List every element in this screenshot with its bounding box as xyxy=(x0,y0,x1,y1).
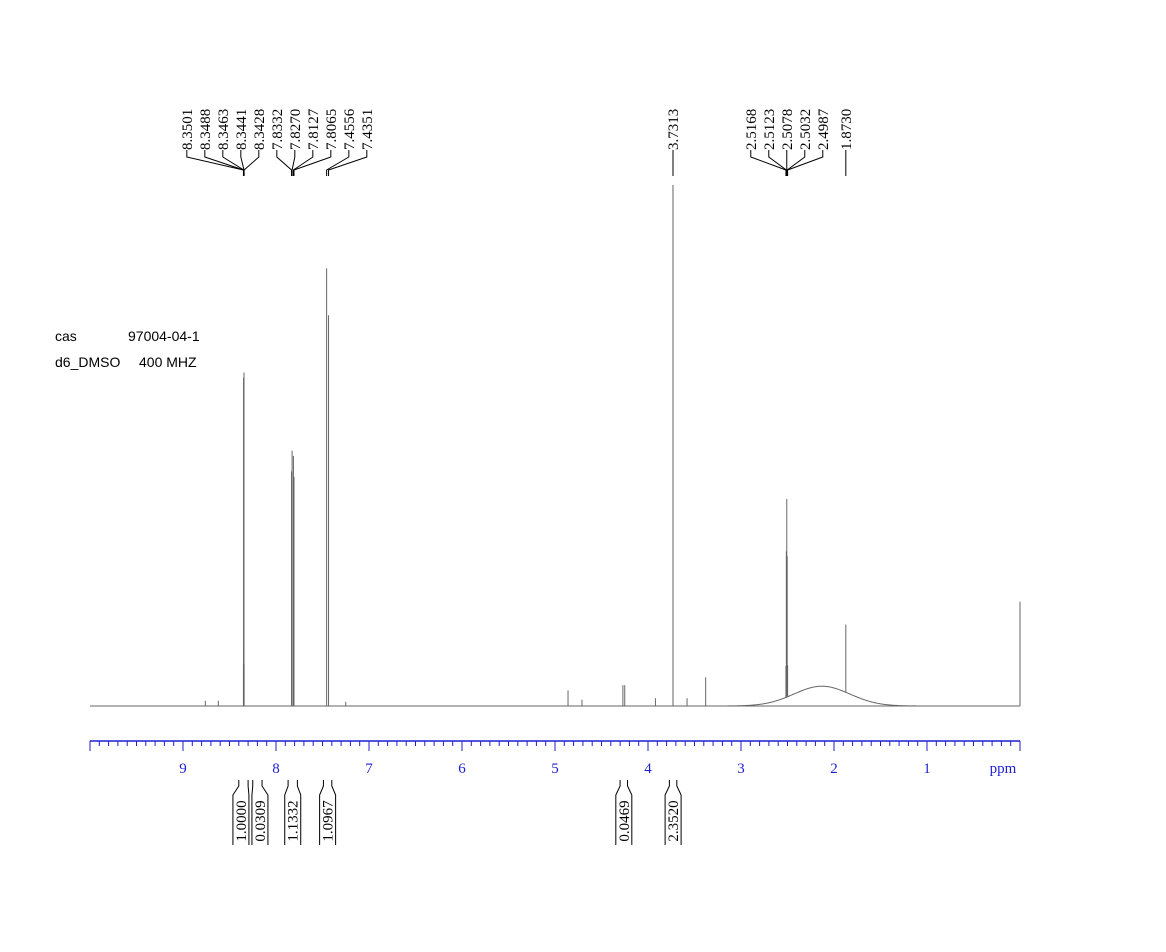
peak-leader xyxy=(326,150,350,176)
integral-label: 1.1332 xyxy=(286,800,302,841)
x-tick-label: 4 xyxy=(644,761,652,777)
x-tick-label: 8 xyxy=(272,761,280,777)
x-tick-label: 1 xyxy=(923,761,931,777)
peak-leader xyxy=(293,150,332,176)
peak-label: 8.3441 xyxy=(234,109,250,150)
integral-bracket xyxy=(251,780,269,845)
x-tick-label: 6 xyxy=(458,761,466,777)
integral-label: 1.0967 xyxy=(321,800,337,842)
peak-leader xyxy=(787,150,824,176)
peak-leader xyxy=(243,150,260,176)
x-tick-label: 9 xyxy=(179,761,187,777)
info-label: d6_DMSO xyxy=(55,354,120,370)
integral-bracket xyxy=(615,780,633,845)
peak-leader xyxy=(786,150,806,176)
x-tick-label: 3 xyxy=(737,761,745,777)
integral-label: 0.0309 xyxy=(253,800,269,841)
peak-leader xyxy=(768,150,787,176)
info-label: cas xyxy=(55,328,77,344)
peak-label: 2.5123 xyxy=(762,109,778,150)
integral-label: 1.0000 xyxy=(234,800,250,841)
integral-label: 0.0469 xyxy=(617,800,633,841)
x-tick-label: 5 xyxy=(551,761,559,777)
broad-peak xyxy=(710,685,934,707)
peak-label: 8.3428 xyxy=(252,109,268,150)
integral-bracket xyxy=(284,780,302,845)
peak-label: 1.8730 xyxy=(839,109,855,150)
peak-leader xyxy=(186,150,244,176)
peak-leader xyxy=(240,150,245,176)
x-axis-label: ppm xyxy=(990,761,1017,777)
peak-label: 7.4556 xyxy=(342,108,358,150)
peak-label: 7.8065 xyxy=(324,109,340,150)
peak-label: 3.7313 xyxy=(666,109,682,150)
peak-leader xyxy=(328,150,368,176)
integral-bracket xyxy=(319,780,337,845)
peak-label: 7.4351 xyxy=(360,109,376,150)
peak-label: 7.8332 xyxy=(270,109,286,150)
peak-leader xyxy=(204,150,245,176)
peak-label: 2.5078 xyxy=(780,109,796,150)
peak-leader xyxy=(291,150,296,176)
integral-bracket xyxy=(664,780,682,845)
x-tick-label: 7 xyxy=(365,761,373,777)
peak-label: 2.5168 xyxy=(744,109,760,150)
peak-label: 2.4987 xyxy=(816,108,832,150)
peak-label: 2.5032 xyxy=(798,109,814,150)
peak-leader xyxy=(292,150,314,176)
info-value: 97004-04-1 xyxy=(128,328,200,344)
x-tick-label: 2 xyxy=(830,761,838,777)
integral-bracket xyxy=(232,780,250,845)
peak-label: 8.3463 xyxy=(216,109,232,150)
info-value: 400 MHZ xyxy=(139,354,197,370)
peak-label: 7.8270 xyxy=(288,109,304,150)
peak-label: 7.8127 xyxy=(306,108,322,150)
peak-label: 8.3488 xyxy=(198,109,214,150)
peak-leader xyxy=(276,150,293,176)
integral-label: 2.3520 xyxy=(666,800,682,841)
peak-label: 8.3501 xyxy=(180,109,196,150)
